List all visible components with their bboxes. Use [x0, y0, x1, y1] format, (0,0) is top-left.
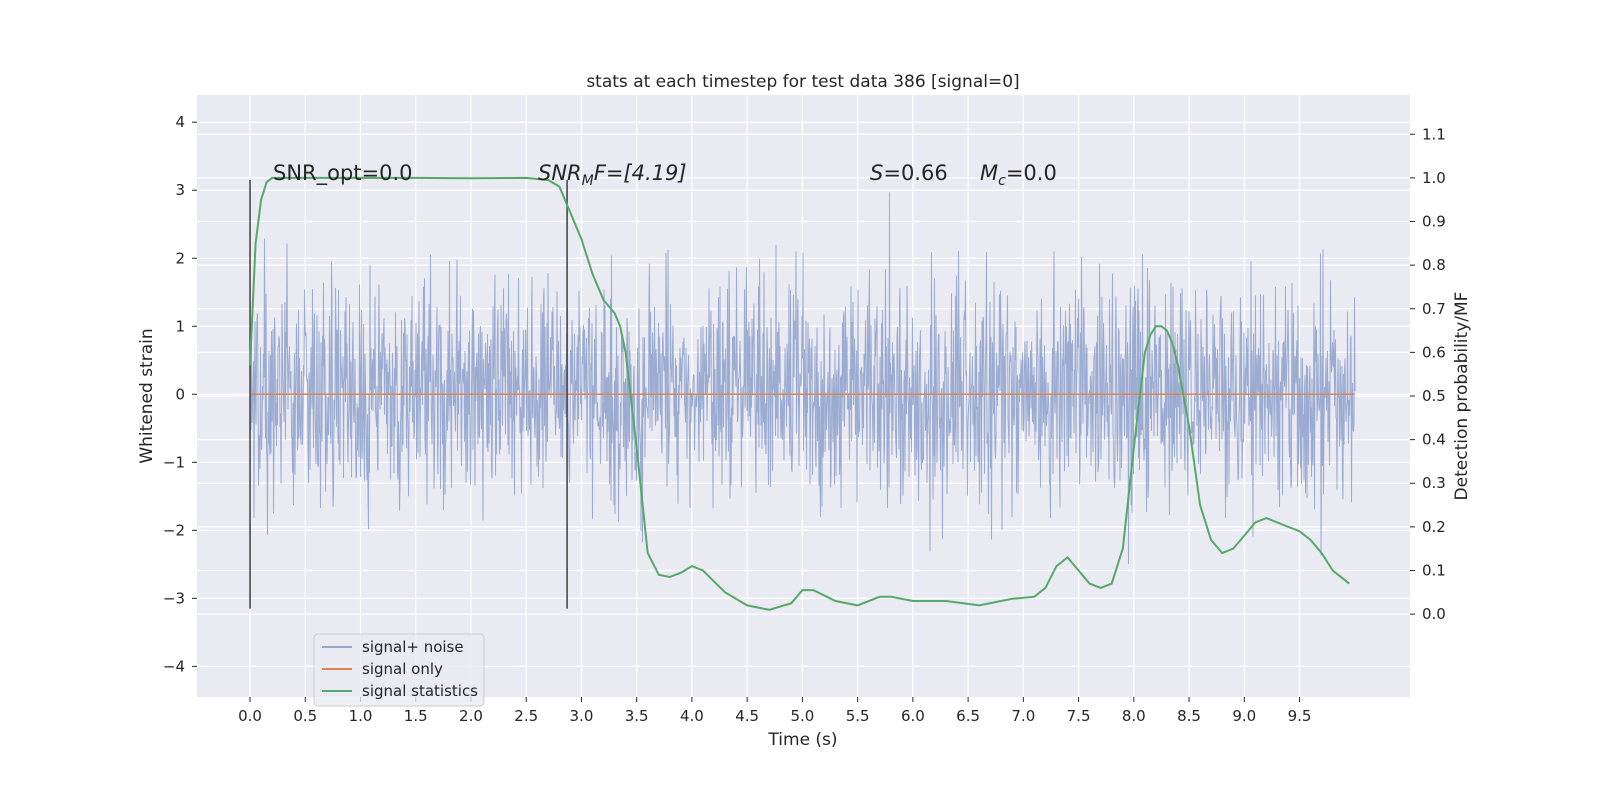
y2-tick-label-2: 0.2: [1422, 518, 1446, 536]
y2-tick-label-11: 1.1: [1422, 125, 1446, 143]
y2-tick-label-10: 1.0: [1422, 169, 1446, 187]
x-tick-label-19: 9.5: [1288, 707, 1312, 725]
y2-tick-label-5: 0.5: [1422, 387, 1446, 405]
y2-tick-label-6: 0.6: [1422, 343, 1446, 361]
x-axis-label: Time (s): [767, 730, 837, 750]
legend-box: [313, 633, 485, 707]
y-tick-label-6: −2: [163, 521, 185, 539]
annotation-snr-opt: SNR_opt=0.0: [273, 161, 413, 186]
s-var: S: [870, 161, 883, 185]
annotation-snr-mf: SNRMF=[4.19]: [538, 161, 687, 189]
y2-tick-label-4: 0.4: [1422, 431, 1446, 449]
x-tick-label-13: 6.5: [956, 707, 980, 725]
x-tick-label-14: 7.0: [1011, 707, 1035, 725]
legend-label-stats: signal statistics: [362, 682, 478, 700]
mc-value: =0.0: [1006, 161, 1057, 185]
annotation-s: S=0.66: [870, 161, 948, 185]
x-tick-label-7: 3.5: [625, 707, 649, 725]
y-tick-label-4: 0: [175, 385, 185, 403]
snr-mf-value: F=[4.19]: [594, 161, 687, 185]
mc-subscript: c: [998, 173, 1006, 189]
chart-title: stats at each timestep for test data 386…: [586, 72, 1019, 92]
y-axis-ticks: 4 3 2 1 0 −1 −2 −3 −4: [163, 113, 197, 675]
y2-tick-label-7: 0.7: [1422, 300, 1446, 318]
x-tick-label-1: 0.5: [293, 707, 317, 725]
snr-mf-base: SNR: [538, 161, 582, 185]
x-axis-ticks: 0.0 0.5 1.0 1.5 2.0 2.5 3.0 3.5 4.0 4.5 5.0 5.5 6.0 6…: [238, 697, 1311, 725]
y-tick-label-0: 4: [175, 113, 185, 131]
x-tick-label-11: 5.5: [846, 707, 870, 725]
x-tick-label-9: 4.5: [735, 707, 759, 725]
x-tick-label-10: 5.0: [790, 707, 814, 725]
x-tick-label-0: 0.0: [238, 707, 262, 725]
y-axis-label: Whitened strain: [137, 328, 157, 463]
x-tick-label-16: 8.0: [1122, 707, 1146, 725]
signal-statistics-line: [249, 176, 1350, 611]
x-tick-label-4: 2.0: [459, 707, 483, 725]
x-tick-label-15: 7.5: [1067, 707, 1091, 725]
y2-tick-label-8: 0.8: [1422, 256, 1446, 274]
x-tick-label-17: 8.5: [1177, 707, 1201, 725]
y2-tick-label-9: 0.9: [1422, 213, 1446, 231]
y-tick-label-2: 2: [175, 249, 185, 267]
mc-var: M: [980, 161, 998, 185]
x-tick-label-8: 4.0: [680, 707, 704, 725]
y2-axis-ticks: 0.0 0.1 0.2 0.3 0.4 0.5 0.6 0.7 0.8 0.9 1.0 1.1: [1410, 125, 1446, 623]
snr-mf-subscript: M: [582, 173, 594, 189]
legend-label-noise: signal+ noise: [362, 638, 464, 656]
x-tick-label-3: 1.5: [404, 707, 428, 725]
x-tick-label-12: 6.0: [901, 707, 925, 725]
y2-tick-label-1: 0.1: [1422, 561, 1446, 579]
y-tick-label-5: −1: [163, 453, 185, 471]
marker-lines: [249, 180, 568, 609]
x-tick-label-2: 1.0: [349, 707, 373, 725]
y2-tick-label-0: 0.0: [1422, 605, 1446, 623]
y2-tick-label-3: 0.3: [1422, 474, 1446, 492]
y-tick-label-1: 3: [175, 181, 185, 199]
x-tick-label-6: 3.0: [570, 707, 594, 725]
y-tick-label-8: −4: [163, 657, 185, 675]
x-tick-label-5: 2.5: [514, 707, 538, 725]
annotation-mc: Mc=0.0: [980, 161, 1057, 189]
y-tick-label-7: −3: [163, 589, 185, 607]
legend: signal+ noise signal only signal statist…: [313, 633, 485, 707]
s-value: =0.66: [883, 161, 947, 185]
y2-axis-label: Detection probability/MF: [1452, 292, 1472, 501]
y-tick-label-3: 1: [175, 317, 185, 335]
legend-label-signal: signal only: [362, 660, 443, 678]
x-tick-label-18: 9.0: [1232, 707, 1256, 725]
